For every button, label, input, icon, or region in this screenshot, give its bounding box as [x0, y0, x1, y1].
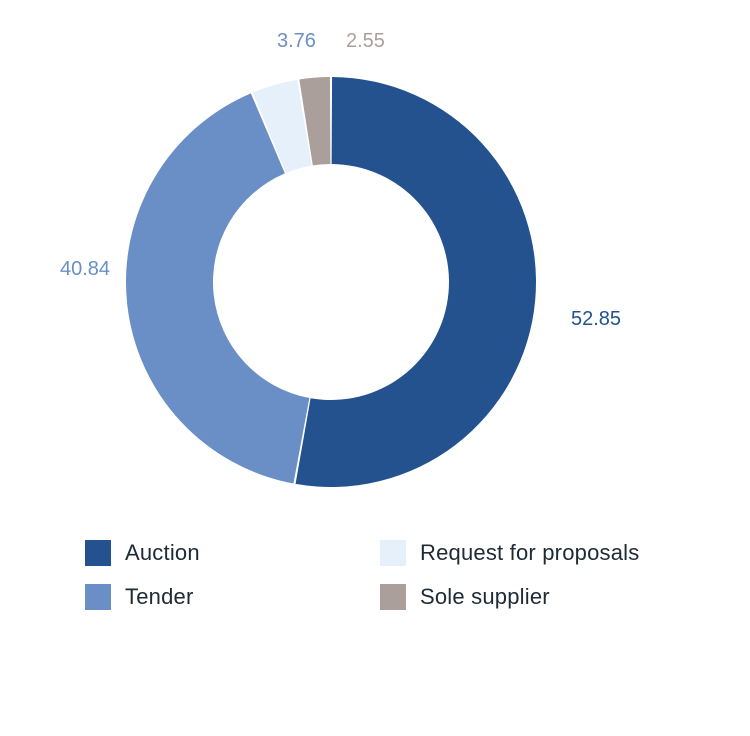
legend-swatch-auction [85, 540, 111, 566]
legend-label-rfp: Request for proposals [420, 540, 639, 566]
donut-slice [296, 77, 536, 487]
legend-item-sole-supplier: Sole supplier [380, 584, 665, 610]
legend-label-tender: Tender [125, 584, 193, 610]
legend-label-sole-supplier: Sole supplier [420, 584, 550, 610]
legend: Auction Request for proposals Tender Sol… [85, 540, 665, 610]
donut-chart-container: 52.85 40.84 3.76 2.55 Auction Request fo… [0, 0, 750, 736]
legend-swatch-tender [85, 584, 111, 610]
slice-value-rfp: 3.76 [277, 30, 316, 53]
slice-value-tender: 40.84 [60, 258, 110, 281]
legend-item-rfp: Request for proposals [380, 540, 665, 566]
donut-chart [0, 0, 750, 736]
legend-item-auction: Auction [85, 540, 370, 566]
legend-label-auction: Auction [125, 540, 200, 566]
slice-value-sole-supplier: 2.55 [346, 30, 385, 53]
legend-swatch-rfp [380, 540, 406, 566]
legend-swatch-sole-supplier [380, 584, 406, 610]
legend-item-tender: Tender [85, 584, 370, 610]
slice-value-auction: 52.85 [571, 308, 621, 331]
